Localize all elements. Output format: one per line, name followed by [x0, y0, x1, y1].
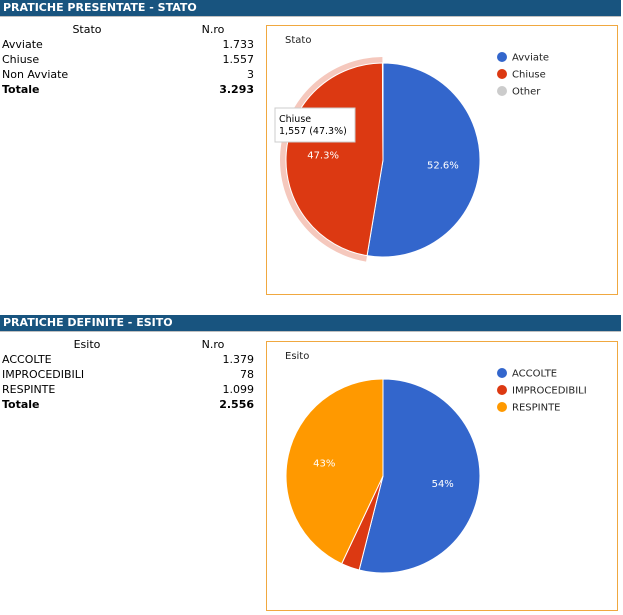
table-total-row: Totale 2.556	[2, 397, 254, 412]
column-header: Esito	[73, 338, 101, 351]
column-header: N.ro	[201, 23, 225, 36]
table-cell: ACCOLTE	[2, 353, 52, 366]
pie-slice-accolte[interactable]	[358, 378, 481, 574]
table-cell: Avviate	[2, 38, 43, 51]
slice-label: 52.6%	[427, 161, 459, 172]
pie-slice-respinte[interactable]	[285, 378, 384, 565]
table-cell: Totale	[2, 83, 40, 96]
table-row: RESPINTE 1.099	[2, 382, 254, 397]
legend-entry[interactable]: Chiuse	[512, 70, 546, 81]
tooltip-title: Chiuse	[279, 114, 311, 125]
pie-chart-stato: Stato52.6%47.3%AvviateChiuseOtherChiuse1…	[274, 35, 549, 262]
legend-swatch	[497, 86, 507, 96]
table-cell: 1.557	[222, 53, 255, 66]
tooltip-value: 1,557 (47.3%)	[279, 126, 347, 137]
legend-entry[interactable]: IMPROCEDIBILI	[512, 386, 587, 397]
table-cell: 1.733	[222, 38, 255, 51]
column-header: N.ro	[201, 338, 225, 351]
pie-slice-other[interactable]	[381, 62, 384, 161]
table-header-row: Esito N.ro	[2, 338, 254, 352]
table-cell: 2.556	[219, 398, 254, 411]
table-cell: Chiuse	[2, 53, 40, 66]
table-cell: RESPINTE	[2, 383, 56, 396]
table-cell: 3	[247, 68, 254, 81]
chart-title: Stato	[285, 35, 311, 46]
chart-stato: Stato 52.6% 47.3% Avviate Chiuse Other Chiuse 1…	[266, 25, 618, 295]
table-row: ACCOLTE 1.379	[2, 352, 254, 367]
legend-entry[interactable]: ACCOLTE	[512, 369, 557, 380]
slice-label: 47.3%	[307, 151, 339, 162]
legend-entry[interactable]: RESPINTE	[512, 403, 561, 414]
slice-label: 54%	[432, 479, 454, 490]
legend-swatch	[497, 69, 507, 79]
chart-title: Esito	[285, 351, 309, 362]
table-cell: 78	[240, 368, 254, 381]
table-cell: Totale	[2, 398, 40, 411]
table-row: Chiuse 1.557	[2, 52, 254, 67]
stato-table: Stato N.ro Avviate 1.733 Chiuse 1.557 No…	[2, 23, 254, 97]
section-header: PRATICHE PRESENTATE - STATO	[0, 0, 621, 17]
legend-entry[interactable]: Avviate	[512, 53, 549, 64]
table-row: Avviate 1.733	[2, 37, 254, 52]
section-esito: PRATICHE DEFINITE - ESITO Esito N.ro ACC…	[0, 315, 623, 615]
chart-esito: Esito 54% 43% ACCOLTE IMPROCEDIBILI RESPINTE	[266, 341, 618, 611]
table-cell: IMPROCEDIBILI	[2, 368, 85, 381]
table-row: Non Avviate 3	[2, 67, 254, 82]
column-header: Stato	[72, 23, 102, 36]
pie-chart-esito: Esito 54% 43% ACCOLTE IMPROCEDIBILI RESPINTE	[285, 351, 587, 574]
section-header: PRATICHE DEFINITE - ESITO	[0, 315, 621, 332]
table-header-row: Stato N.ro	[2, 23, 254, 37]
legend-swatch	[497, 402, 507, 412]
legend-entry[interactable]: Other	[512, 87, 541, 98]
table-total-row: Totale 3.293	[2, 82, 254, 97]
esito-table: Esito N.ro ACCOLTE 1.379 IMPROCEDIBILI 7…	[2, 338, 254, 412]
section-stato: PRATICHE PRESENTATE - STATO Stato N.ro A…	[0, 0, 623, 300]
legend-swatch	[497, 368, 507, 378]
table-row: IMPROCEDIBILI 78	[2, 367, 254, 382]
table-cell: 1.099	[222, 383, 255, 396]
table-cell: 3.293	[219, 83, 254, 96]
table-cell: 1.379	[222, 353, 255, 366]
legend-swatch	[497, 52, 507, 62]
pie-slice-avviate[interactable]	[366, 62, 481, 258]
table-cell: Non Avviate	[2, 68, 69, 81]
legend-swatch	[497, 385, 507, 395]
slice-label: 43%	[313, 458, 335, 469]
